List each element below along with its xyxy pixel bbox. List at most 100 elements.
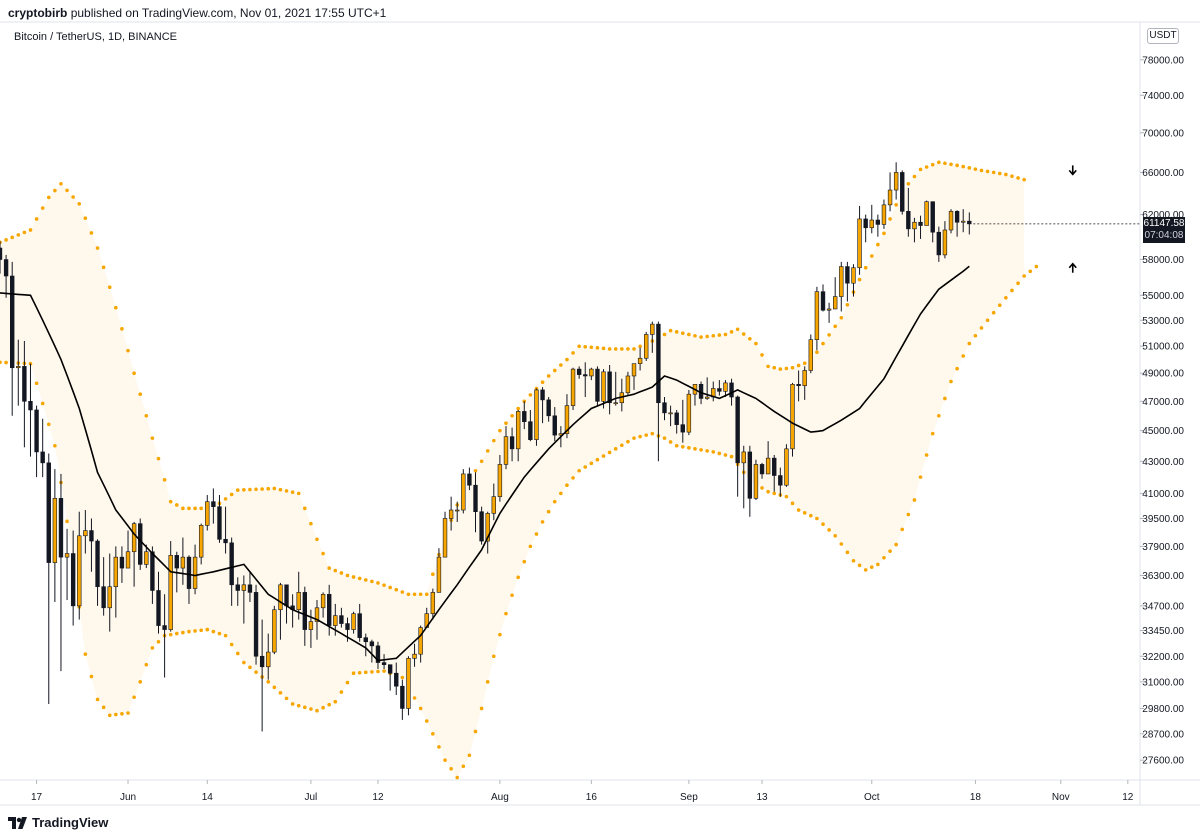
candle-body[interactable]: [198, 525, 204, 558]
candle-body[interactable]: [259, 655, 265, 668]
candle-body[interactable]: [77, 535, 82, 607]
candle-body[interactable]: [406, 658, 411, 709]
candle-body[interactable]: [790, 384, 795, 450]
candle-body[interactable]: [162, 625, 167, 630]
candle-body[interactable]: [89, 530, 94, 542]
candle-body[interactable]: [46, 462, 51, 563]
candle-body[interactable]: [70, 553, 76, 607]
candle-body[interactable]: [954, 211, 960, 223]
candle-body[interactable]: [839, 266, 844, 297]
candle-body[interactable]: [552, 415, 557, 436]
candle-body[interactable]: [515, 411, 521, 450]
candle-body[interactable]: [327, 593, 332, 626]
candle-body[interactable]: [704, 396, 710, 399]
candle-body[interactable]: [924, 201, 929, 226]
candle-body[interactable]: [906, 211, 911, 230]
candle-body[interactable]: [381, 662, 387, 665]
candle-body[interactable]: [217, 506, 222, 540]
candle-body[interactable]: [893, 172, 899, 191]
candle-body[interactable]: [875, 219, 881, 225]
candle-body[interactable]: [534, 389, 539, 440]
candle-body[interactable]: [10, 275, 15, 369]
candle-body[interactable]: [247, 584, 253, 593]
candle-body[interactable]: [717, 388, 722, 392]
candle-body[interactable]: [735, 396, 740, 464]
candle-body[interactable]: [138, 523, 143, 565]
candle-body[interactable]: [930, 201, 935, 233]
candle-body[interactable]: [778, 475, 783, 486]
candle-body[interactable]: [912, 221, 917, 230]
candle-body[interactable]: [418, 627, 423, 655]
candle-body[interactable]: [851, 267, 856, 284]
candle-body[interactable]: [881, 204, 887, 225]
candle-body[interactable]: [223, 538, 228, 544]
candle-body[interactable]: [192, 556, 198, 589]
candle-body[interactable]: [528, 421, 533, 440]
candle-body[interactable]: [497, 464, 503, 497]
candle-body[interactable]: [400, 685, 405, 709]
candle-body[interactable]: [253, 592, 259, 657]
candle-body[interactable]: [570, 368, 576, 406]
candle-body[interactable]: [314, 607, 320, 622]
candle-body[interactable]: [101, 586, 106, 609]
candle-body[interactable]: [613, 402, 618, 405]
candle-body[interactable]: [540, 389, 545, 401]
candle-body[interactable]: [375, 645, 381, 663]
candle-body[interactable]: [546, 399, 551, 417]
candle-body[interactable]: [656, 323, 661, 404]
candle-body[interactable]: [729, 382, 734, 398]
candle-body[interactable]: [625, 375, 631, 394]
candle-body[interactable]: [351, 613, 356, 630]
candle-body[interactable]: [448, 509, 454, 519]
candle-body[interactable]: [28, 401, 33, 411]
candle-body[interactable]: [34, 409, 39, 453]
candle-body[interactable]: [211, 501, 216, 507]
candle-body[interactable]: [607, 371, 612, 404]
candle-body[interactable]: [479, 511, 484, 542]
candle-body[interactable]: [948, 211, 954, 231]
candle-body[interactable]: [284, 584, 289, 607]
candle-body[interactable]: [107, 586, 112, 609]
candle-body[interactable]: [595, 368, 600, 402]
candle-body[interactable]: [723, 382, 728, 392]
candle-body[interactable]: [564, 405, 570, 434]
candle-body[interactable]: [802, 370, 807, 387]
candle-body[interactable]: [144, 551, 149, 565]
candle-body[interactable]: [680, 424, 685, 433]
candle-body[interactable]: [156, 590, 161, 626]
candle-body[interactable]: [131, 523, 137, 553]
candle-body[interactable]: [0, 247, 3, 260]
candle-body[interactable]: [814, 291, 820, 340]
candle-body[interactable]: [522, 411, 527, 422]
candle-body[interactable]: [64, 553, 70, 558]
candle-body[interactable]: [394, 672, 399, 687]
candle-body[interactable]: [918, 221, 923, 226]
candle-body[interactable]: [113, 556, 119, 587]
candle-body[interactable]: [576, 368, 582, 375]
candle-body[interactable]: [272, 609, 277, 653]
candle-body[interactable]: [229, 542, 234, 586]
candle-body[interactable]: [832, 296, 838, 310]
candle-body[interactable]: [741, 451, 746, 464]
candle-body[interactable]: [83, 530, 88, 537]
candle-body[interactable]: [461, 473, 466, 511]
candle-body[interactable]: [826, 308, 832, 311]
candle-body[interactable]: [686, 393, 692, 433]
candle-body[interactable]: [455, 509, 460, 512]
candle-body[interactable]: [503, 436, 509, 465]
candle-body[interactable]: [808, 339, 813, 371]
candle-body[interactable]: [887, 189, 893, 206]
candle-body[interactable]: [772, 457, 777, 476]
candle-body[interactable]: [168, 555, 173, 630]
candle-body[interactable]: [869, 219, 874, 229]
candle-body[interactable]: [174, 555, 179, 569]
candle-body[interactable]: [961, 220, 966, 223]
candle-body[interactable]: [759, 464, 765, 475]
candle-body[interactable]: [241, 584, 247, 591]
candle-body[interactable]: [662, 402, 667, 414]
candle-body[interactable]: [436, 556, 442, 593]
candle-body[interactable]: [308, 621, 314, 630]
candle-body[interactable]: [125, 551, 131, 569]
candle-body[interactable]: [95, 540, 100, 587]
